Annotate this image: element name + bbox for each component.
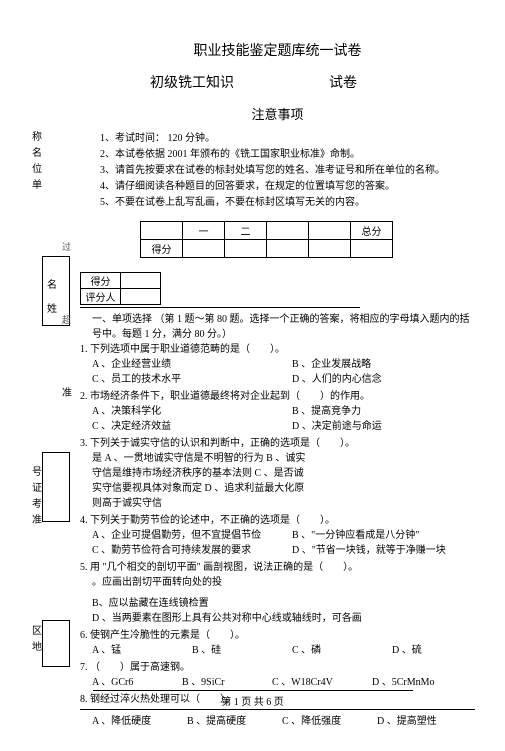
- q6-opt-b: B 、硅: [192, 643, 292, 658]
- q6-opt-a: A 、锰: [92, 643, 192, 658]
- score-header-1: 一: [183, 222, 225, 240]
- q8-opt-a: A 、降低硬度: [92, 714, 187, 729]
- q3-stem: 3. 下列关于诚实守信的认识和判断中，正确的选项是（ ）。: [80, 436, 475, 451]
- main-title: 职业技能鉴定题库统一试卷: [80, 40, 475, 60]
- question-6: 6. 使钢产生冷脆性的元素是（ ）。 A 、锰 B 、硅 C 、磷 D 、硫: [80, 628, 475, 658]
- q7-opt-b: B 、9SiCr: [182, 675, 272, 690]
- instruction-4: 4、请仔细阅读各种题目的回答要求，在规定的位置填写您的答案。: [100, 179, 475, 195]
- q4-opt-d: D 、"节省一块钱，就等于净赚一块: [292, 543, 446, 558]
- q2-opt-b: B 、提高竞争力: [292, 404, 361, 419]
- score-header-total: 总分: [351, 222, 393, 240]
- instruction-2: 2、本试卷依据 2001 年颁布的《铣工国家职业标准》命制。: [100, 147, 475, 163]
- q6-opt-c: C 、磷: [292, 643, 392, 658]
- q3-line-c: 实守信要视具体对象而定 D 、追求利益最大化原: [80, 481, 475, 496]
- q5-line-d: D 、当两要素在图形上具有公共对称中心线或轴线时，可各画: [80, 611, 475, 626]
- q7-opt-d: D 、5CrMnMo: [372, 675, 435, 690]
- sub-title-left: 初级铣工知识: [150, 76, 234, 91]
- score-cell-4: [309, 240, 351, 258]
- q3-line-b: 守信是维持市场经济秩序的基本法则 C 、是否诚: [80, 466, 475, 481]
- instruction-1: 1、考试时间： 120 分钟。: [100, 131, 475, 147]
- q1-opt-b: B 、企业发展战略: [292, 357, 371, 372]
- notice-title: 注意事项: [80, 104, 475, 123]
- score-header-3: [267, 222, 309, 240]
- q3-line-a: 是 A 、一贯地诚实守信是不明智的行为 B 、诚实: [80, 451, 475, 466]
- q2-opt-d: D 、决定前途与命运: [292, 419, 382, 434]
- q1-opt-d: D 、人们的内心信念: [292, 372, 382, 387]
- q1-opt-a: A 、企业经营业绩: [92, 357, 292, 372]
- score-row-label: 得分: [141, 240, 183, 258]
- section-header: 一、单项选择 （第 1 题～第 80 题。选择一个正确的答案，将相应的字母填入题…: [80, 312, 475, 342]
- score-header-blank: [141, 222, 183, 240]
- content-area: 一、单项选择 （第 1 题～第 80 题。选择一个正确的答案，将相应的字母填入题…: [80, 312, 475, 729]
- q1-opt-c: C 、员工的技术水平: [92, 372, 292, 387]
- q6-opt-d: D 、硫: [392, 643, 422, 658]
- sub-title-right: 试卷: [329, 76, 357, 91]
- q4-opt-a: A 、企业可提倡勤劳，但不宜提倡节俭: [92, 528, 292, 543]
- question-4: 4. 下列关于勤劳节俭的论述中，不正确的选项是（ ）。 A 、企业可提倡勤劳，但…: [80, 513, 475, 558]
- q7-stem: 7. （ ）属于高速钢。: [80, 660, 475, 675]
- grader-name-label: 评分人: [81, 289, 121, 305]
- q2-opt-c: C 、决定经济效益: [92, 419, 292, 434]
- q4-stem: 4. 下列关于勤劳节俭的论述中，不正确的选项是（ ）。: [80, 513, 475, 528]
- q2-opt-a: A 、决策科学化: [92, 404, 292, 419]
- section-divider: [80, 307, 360, 308]
- score-cell-3: [267, 240, 309, 258]
- question-1: 1. 下列选项中属于职业道德范畴的是（ ）。 A 、企业经营业绩 B 、企业发展…: [80, 342, 475, 387]
- score-header-4: [309, 222, 351, 240]
- grader-score-label: 得分: [81, 273, 121, 289]
- q8-opt-b: B 、提高硬度: [187, 714, 282, 729]
- q4-opt-c: C 、勤劳节俭符合可持续发展的要求: [92, 543, 292, 558]
- page-footer: 第 1 页 共 6 页: [0, 690, 505, 708]
- q7-opt-a: A 、GCr6: [92, 675, 182, 690]
- q5-stem: 5. 用 "几个相交的剖切平面" 画剖视图，说法正确的是（ ）。: [80, 560, 475, 575]
- q8-opt-c: C 、降低强度: [282, 714, 377, 729]
- question-7: 7. （ ）属于高速钢。 A 、GCr6 B 、9SiCr C 、W18Cr4V…: [80, 660, 475, 690]
- q5-line-a: 。应画出剖切平面转向处的投: [80, 575, 475, 590]
- q6-stem: 6. 使钢产生冷脆性的元素是（ ）。: [80, 628, 475, 643]
- q8-underline: [80, 709, 475, 710]
- sub-title: 初级铣工知识 试卷: [80, 72, 475, 92]
- page-number: 第 1 页 共 6 页: [221, 697, 284, 708]
- instruction-3: 3、请首先按要求在试卷的标封处填写您的姓名、准考证号和所在单位的名称。: [100, 163, 475, 179]
- grader-score-val: [121, 273, 161, 289]
- q2-stem: 2. 市场经济条件下，职业道德最终将对企业起到（ ）的作用。: [80, 389, 475, 404]
- q8-opt-d: D 、提高塑性: [377, 714, 437, 729]
- question-3: 3. 下列关于诚实守信的认识和判断中，正确的选项是（ ）。 是 A 、一贯地诚实…: [80, 436, 475, 511]
- question-2: 2. 市场经济条件下，职业道德最终将对企业起到（ ）的作用。 A 、决策科学化 …: [80, 389, 475, 434]
- q4-opt-b: B 、"一分钟应看成是八分钟": [292, 528, 419, 543]
- score-cell-total: [351, 240, 393, 258]
- score-cell-1: [183, 240, 225, 258]
- question-5: 5. 用 "几个相交的剖切平面" 画剖视图，说法正确的是（ ）。 。应画出剖切平…: [80, 560, 475, 626]
- grader-name-val: [121, 289, 161, 305]
- q5-line-b: B、应以盐藏在连线镜检置: [80, 596, 475, 611]
- score-header-2: 二: [225, 222, 267, 240]
- instructions-block: 1、考试时间： 120 分钟。 2、本试卷依据 2001 年颁布的《铣工国家职业…: [80, 131, 475, 211]
- score-cell-2: [225, 240, 267, 258]
- q1-stem: 1. 下列选项中属于职业道德范畴的是（ ）。: [80, 342, 475, 357]
- q3-line-d: 则高于诚实守信: [80, 496, 475, 511]
- q7-opt-c: C 、W18Cr4V: [272, 675, 372, 690]
- score-table: 一 二 总分 得分: [140, 221, 393, 258]
- instruction-5: 5、不要在试卷上乱写乱画，不要在标封区填写无关的内容。: [100, 195, 475, 211]
- grader-table: 得分 评分人: [80, 272, 161, 305]
